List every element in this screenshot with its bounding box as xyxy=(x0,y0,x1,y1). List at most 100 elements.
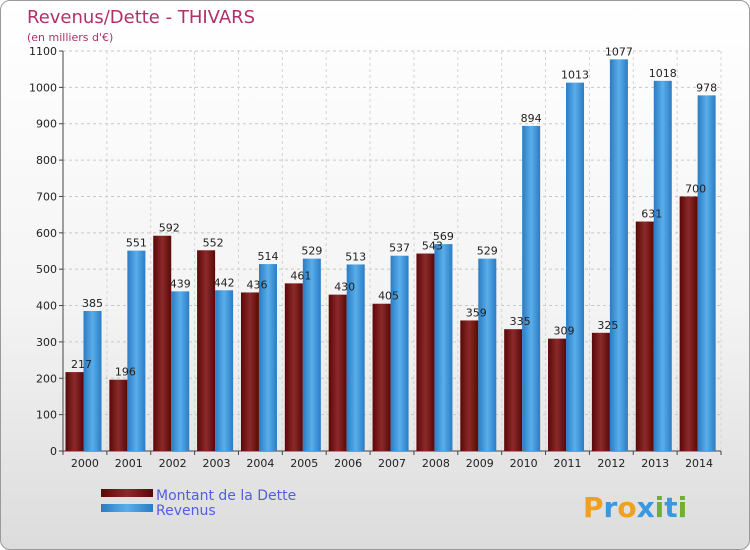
data-label-revenus: 529 xyxy=(301,245,322,258)
bar-debt xyxy=(548,338,567,451)
data-label-debt: 543 xyxy=(422,240,443,253)
bar-revenus xyxy=(390,255,409,451)
x-tick-label: 2010 xyxy=(510,457,538,470)
logo-letter: r xyxy=(604,491,618,524)
data-label-debt: 309 xyxy=(554,325,575,338)
x-tick-label: 2008 xyxy=(422,457,450,470)
data-label-debt: 325 xyxy=(597,319,618,332)
logo-letter: x xyxy=(637,491,655,524)
y-tick-label: 400 xyxy=(36,300,57,313)
bar-revenus xyxy=(346,264,365,451)
data-label-debt: 430 xyxy=(334,281,355,294)
y-tick-label: 1000 xyxy=(29,81,57,94)
y-tick-label: 900 xyxy=(36,118,57,131)
bar-debt xyxy=(591,332,610,451)
bar-debt xyxy=(504,329,523,451)
bar-revenus xyxy=(697,95,716,451)
y-tick-label: 200 xyxy=(36,372,57,385)
bars xyxy=(65,59,716,452)
data-label-debt: 436 xyxy=(246,278,267,291)
bar-revenus xyxy=(434,244,453,451)
data-label-debt: 700 xyxy=(685,182,706,195)
x-tick-label: 2007 xyxy=(378,457,406,470)
bar-debt xyxy=(416,253,435,451)
y-tick-label: 800 xyxy=(36,154,57,167)
data-label-revenus: 385 xyxy=(82,297,103,310)
bar-revenus xyxy=(258,264,277,451)
data-labels: 217 385 196 551 592 439 552 442 436 514 461 529 430 5… xyxy=(71,45,717,378)
bar-revenus xyxy=(522,125,541,451)
bar-revenus xyxy=(478,258,497,451)
chart-subtitle: (en milliers d'€) xyxy=(27,31,113,44)
x-tick-label: 2011 xyxy=(553,457,581,470)
bar-debt xyxy=(153,235,172,451)
data-label-revenus: 978 xyxy=(696,81,717,94)
legend: Montant de la Dette Revenus xyxy=(101,488,296,519)
logo-letter: i xyxy=(678,491,688,524)
chart-title: Revenus/Dette - THIVARS xyxy=(27,7,255,28)
data-label-debt: 405 xyxy=(378,290,399,303)
bar-revenus xyxy=(83,311,102,451)
legend-swatch-revenus xyxy=(101,504,153,512)
bar-revenus xyxy=(127,250,146,451)
data-label-revenus: 439 xyxy=(170,277,191,290)
y-tick-label: 300 xyxy=(36,336,57,349)
x-tick-label: 2005 xyxy=(290,457,318,470)
data-label-debt: 552 xyxy=(203,236,224,249)
bar-revenus xyxy=(171,291,190,451)
data-label-revenus: 513 xyxy=(345,250,366,263)
legend-label-revenus: Revenus xyxy=(156,503,216,519)
x-tick-label: 2012 xyxy=(597,457,625,470)
legend-item-debt: Montant de la Dette xyxy=(101,488,296,504)
x-tick-label: 2009 xyxy=(466,457,494,470)
bar-revenus xyxy=(609,59,628,451)
data-label-revenus: 537 xyxy=(389,242,410,255)
data-label-revenus: 894 xyxy=(521,112,542,125)
data-label-debt: 335 xyxy=(510,315,531,328)
x-tick-label: 2000 xyxy=(71,457,99,470)
data-label-revenus: 1077 xyxy=(605,45,633,58)
x-tick-label: 2014 xyxy=(685,457,713,470)
bar-debt xyxy=(284,283,303,451)
bar-revenus xyxy=(215,290,234,451)
data-label-debt: 217 xyxy=(71,358,92,371)
data-label-revenus: 529 xyxy=(477,245,498,258)
data-label-revenus: 514 xyxy=(257,250,278,263)
data-label-revenus: 442 xyxy=(214,276,235,289)
data-label-debt: 631 xyxy=(641,208,662,221)
x-tick-label: 2002 xyxy=(159,457,187,470)
logo-letter: i xyxy=(655,491,665,524)
y-tick-label: 500 xyxy=(36,263,57,276)
data-label-debt: 461 xyxy=(290,269,311,282)
data-label-revenus: 569 xyxy=(433,230,454,243)
logo-letter: P xyxy=(583,491,604,524)
legend-label-debt: Montant de la Dette xyxy=(156,488,296,504)
bar-debt xyxy=(372,303,391,451)
x-tick-label: 2001 xyxy=(115,457,143,470)
bar-debt xyxy=(679,196,698,451)
y-tick-label: 100 xyxy=(36,409,57,422)
x-tick-label: 2003 xyxy=(203,457,231,470)
bar-debt xyxy=(328,294,347,451)
x-tick-label: 2013 xyxy=(641,457,669,470)
proxiti-logo: Proxiti xyxy=(583,491,687,524)
data-label-debt: 196 xyxy=(115,366,136,379)
bar-debt xyxy=(460,320,479,451)
y-tick-label: 1100 xyxy=(29,45,57,58)
bar-debt xyxy=(197,250,216,451)
x-tick-label: 2004 xyxy=(246,457,274,470)
legend-item-revenus: Revenus xyxy=(101,503,216,519)
bar-debt xyxy=(240,292,259,451)
bar-debt xyxy=(109,379,128,451)
data-label-revenus: 551 xyxy=(126,237,147,250)
data-label-revenus: 1018 xyxy=(649,67,677,80)
data-label-revenus: 1013 xyxy=(561,69,589,82)
data-label-debt: 359 xyxy=(466,306,487,319)
bar-debt xyxy=(635,221,654,451)
bar-debt xyxy=(65,372,84,451)
bar-revenus xyxy=(302,258,321,451)
y-tick-label: 600 xyxy=(36,227,57,240)
logo-letter: o xyxy=(617,491,636,524)
